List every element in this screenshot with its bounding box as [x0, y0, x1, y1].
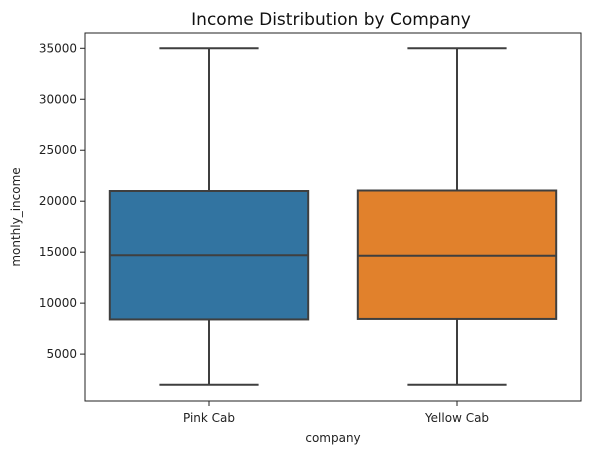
y-tick-label: 30000 [39, 92, 77, 106]
x-tick-label: Yellow Cab [424, 411, 489, 425]
x-axis: Pink Cab Yellow Cab [183, 401, 489, 425]
y-tick-label: 5000 [46, 347, 77, 361]
y-axis-label: monthly_income [9, 167, 23, 266]
iqr-box [356, 189, 558, 320]
box-yellow-cab [356, 47, 558, 386]
y-tick-label: 15000 [39, 245, 77, 259]
y-tick-label: 20000 [39, 194, 77, 208]
x-tick-label: Pink Cab [183, 411, 235, 425]
y-axis: 5000 10000 15000 20000 25000 30000 35000 [39, 41, 85, 361]
y-tick-label: 25000 [39, 143, 77, 157]
y-tick-label: 35000 [39, 41, 77, 55]
y-tick-label: 10000 [39, 296, 77, 310]
x-axis-label: company [305, 431, 360, 445]
plot-area [108, 47, 558, 386]
chart-title: Income Distribution by Company [191, 10, 471, 30]
box-pink-cab [108, 47, 310, 386]
plot-frame [84, 32, 582, 402]
